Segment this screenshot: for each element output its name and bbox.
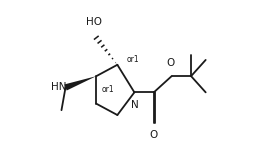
Text: HN: HN — [51, 82, 66, 92]
Text: N: N — [131, 100, 139, 110]
Text: HO: HO — [86, 17, 102, 27]
Text: or1: or1 — [102, 85, 115, 94]
Polygon shape — [64, 76, 96, 91]
Text: O: O — [149, 130, 157, 140]
Text: O: O — [167, 58, 175, 68]
Text: or1: or1 — [127, 55, 140, 64]
